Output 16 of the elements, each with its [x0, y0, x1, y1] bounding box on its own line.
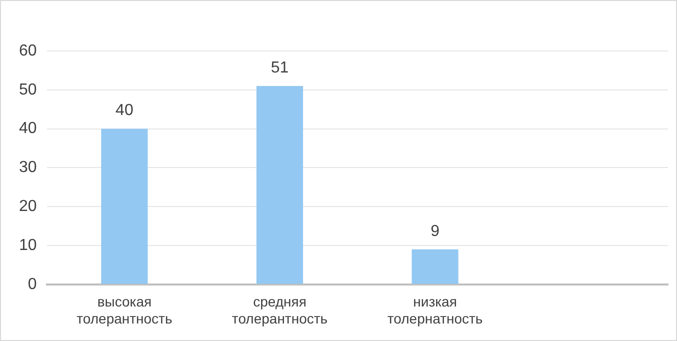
data-label: 9	[430, 222, 440, 240]
bar	[101, 128, 148, 284]
x-tick-label: низкая толернатность	[387, 294, 483, 326]
y-tick-label: 0	[28, 276, 37, 293]
y-tick-label: 20	[19, 198, 37, 216]
data-label: 40	[116, 102, 134, 120]
bar	[256, 86, 304, 284]
data-label: 51	[270, 59, 289, 76]
y-tick-label: 40	[19, 120, 37, 138]
x-tick-label: высокая толерантность	[76, 294, 172, 326]
y-tick-label: 10	[19, 236, 37, 254]
x-tick-label: средняя толерантность	[232, 294, 328, 326]
y-tick-label: 30	[19, 159, 37, 176]
y-tick-label: 50	[19, 81, 37, 98]
y-tick-label: 60	[19, 42, 37, 60]
bar	[412, 249, 458, 284]
